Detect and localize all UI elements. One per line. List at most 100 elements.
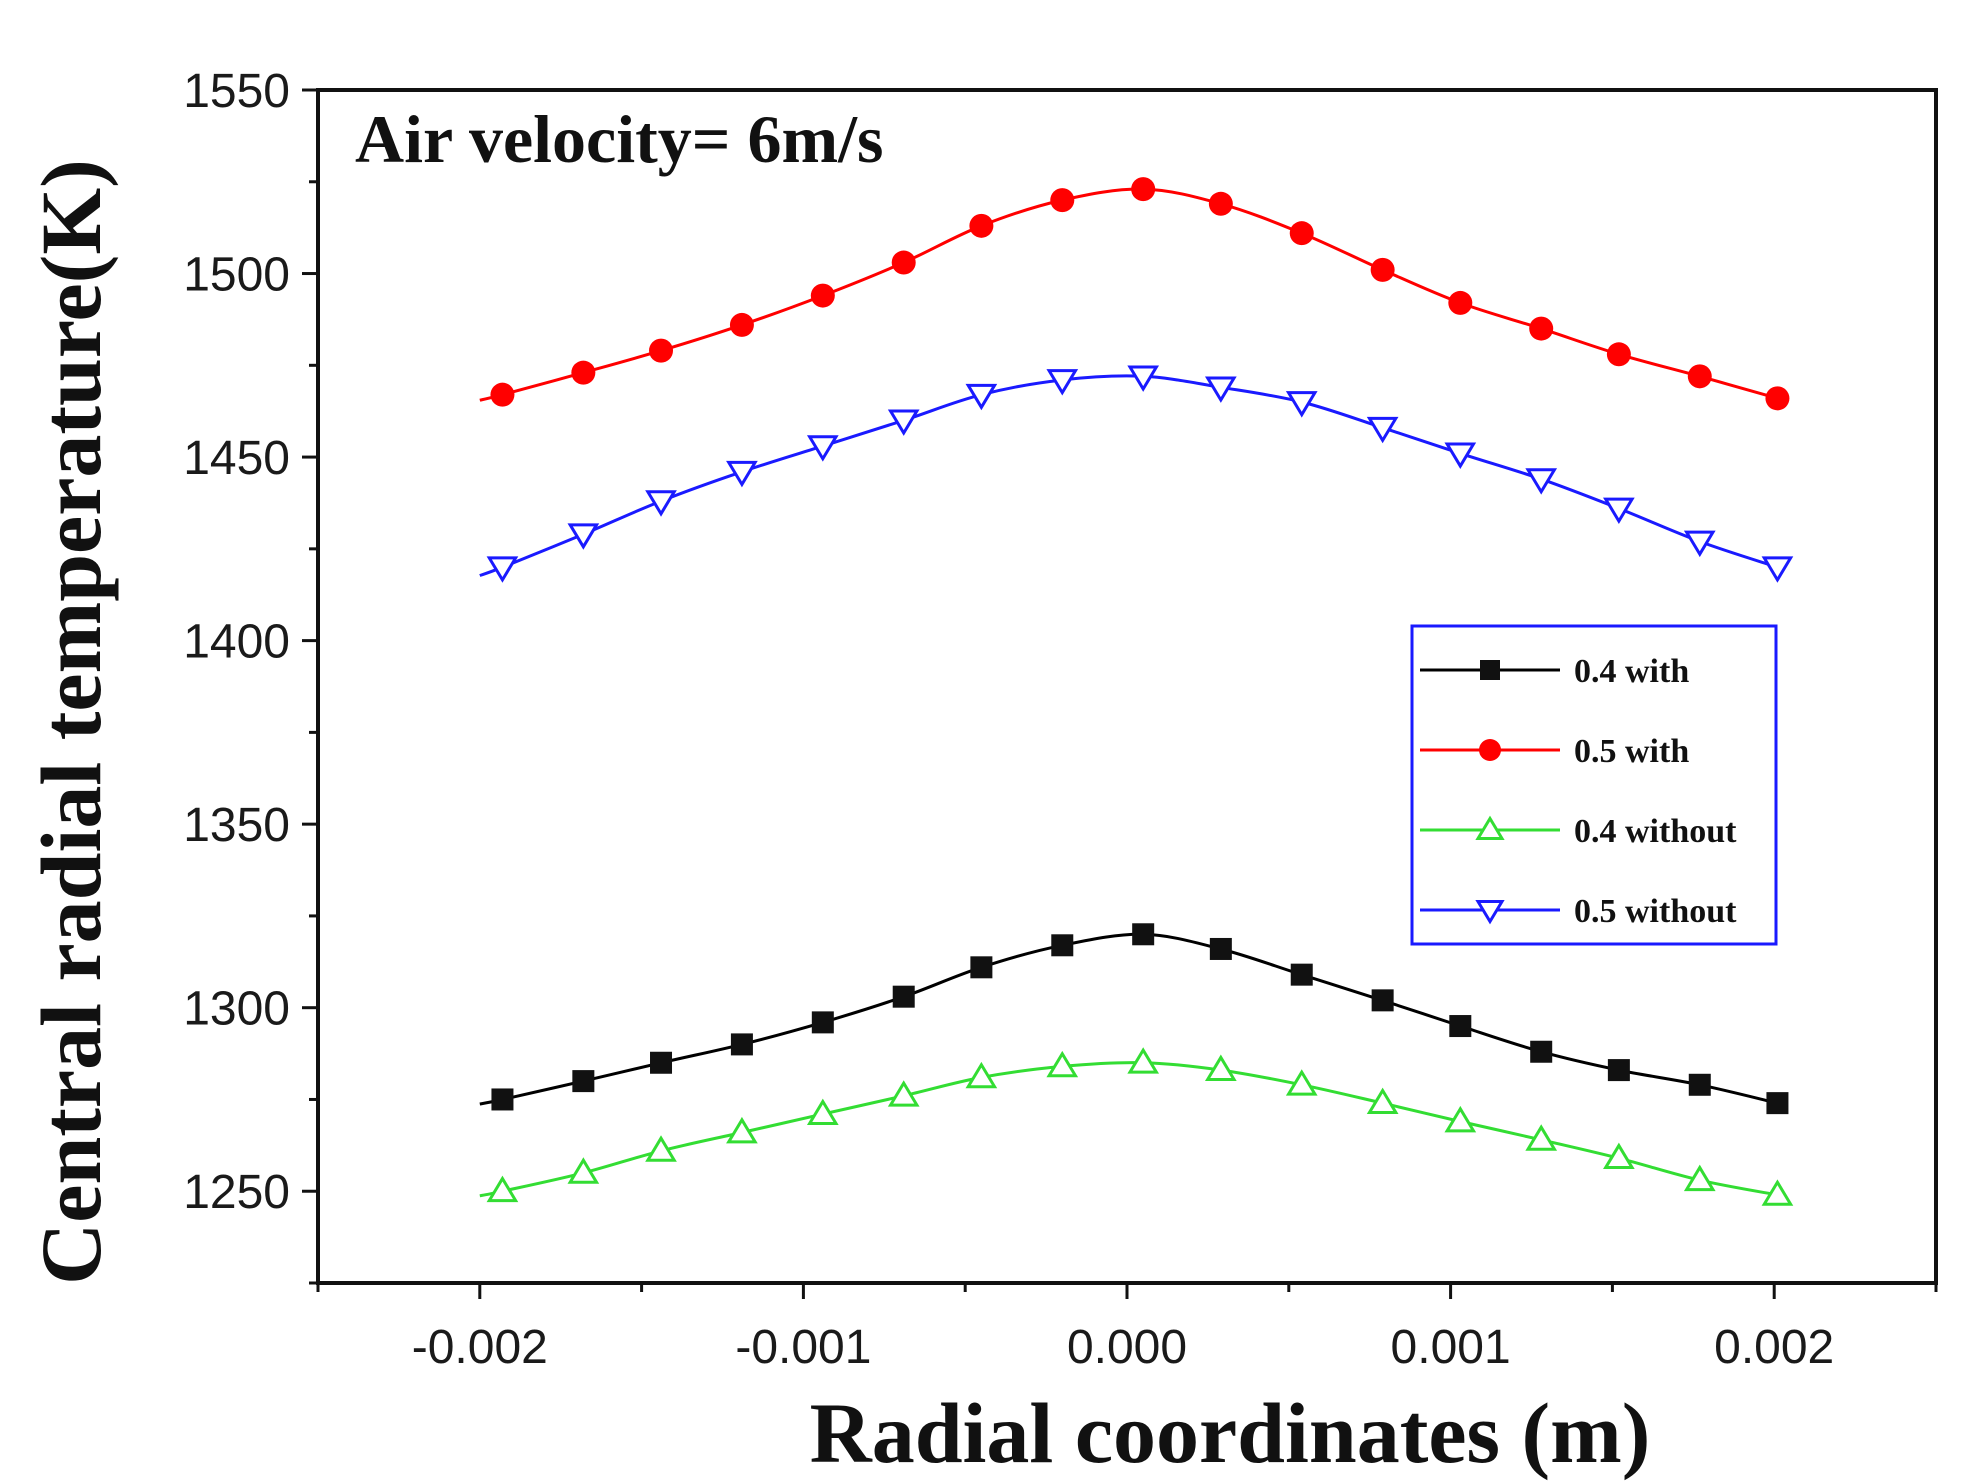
legend-item: 0.4 with — [1420, 653, 1689, 690]
data-point — [730, 1033, 753, 1056]
axes: 1250 1300 1350 1400 1450 1500 1550 -0.002 -0.001… — [183, 65, 1938, 1374]
legend-box — [1410, 624, 1778, 946]
data-point — [486, 1175, 519, 1203]
data-point — [1289, 221, 1314, 246]
data-point — [567, 1157, 600, 1184]
data-point — [806, 435, 839, 462]
data-point — [1127, 365, 1160, 392]
x-tick-label: -0.002 — [412, 1321, 548, 1374]
data-point — [567, 523, 600, 550]
data-point — [892, 985, 915, 1008]
legend-item: 0.5 without — [1420, 893, 1737, 930]
data-point — [649, 338, 674, 363]
data-point — [810, 283, 835, 308]
y-tick-label: 1300 — [183, 983, 290, 1036]
data-point — [970, 956, 993, 979]
data-point — [571, 360, 596, 385]
data-point — [1687, 364, 1712, 389]
y-axis-title: Central radial temperature(K) — [23, 159, 119, 1285]
series-0.5-with — [479, 177, 1790, 411]
data-point — [1046, 369, 1079, 396]
x-axis-title: Radial coordinates (m) — [810, 1385, 1651, 1481]
y-tick-label: 1550 — [183, 65, 290, 118]
data-point — [1603, 497, 1635, 525]
data-point — [1529, 316, 1554, 341]
data-point — [1444, 1105, 1477, 1133]
data-point — [645, 490, 677, 517]
data-point — [1131, 177, 1156, 202]
legend-marker — [1475, 815, 1505, 840]
y-tick-label: 1350 — [183, 799, 290, 852]
data-point — [1607, 1059, 1630, 1082]
legend-label: 0.5 without — [1574, 893, 1737, 930]
data-point — [1688, 1073, 1711, 1096]
data-point — [1204, 376, 1237, 403]
data-point — [1761, 1179, 1794, 1206]
data-point — [645, 1135, 677, 1162]
legend-label: 0.4 without — [1574, 813, 1737, 850]
data-point — [1204, 1054, 1237, 1081]
legend-item: 0.4 without — [1420, 813, 1737, 850]
series-line — [479, 1061, 1778, 1198]
y-tick-label: 1250 — [183, 1166, 290, 1219]
series-line — [479, 374, 1778, 577]
data-point — [891, 250, 916, 275]
data-point — [491, 1088, 514, 1111]
data-point — [1051, 934, 1074, 957]
data-point — [1132, 923, 1155, 946]
data-point — [1366, 1087, 1399, 1114]
data-point — [572, 1070, 595, 1093]
data-point — [965, 1061, 998, 1089]
data-point — [1050, 188, 1075, 213]
data-point — [1371, 989, 1394, 1012]
series-line — [479, 932, 1778, 1106]
data-point — [726, 1116, 758, 1144]
legend-label: 0.5 with — [1574, 733, 1689, 770]
data-point — [806, 1098, 839, 1125]
series-0.4-without — [479, 1047, 1794, 1206]
data-point — [1444, 442, 1477, 469]
y-tick-label: 1500 — [183, 249, 290, 302]
data-point — [1766, 1092, 1789, 1115]
data-point — [1603, 1142, 1635, 1170]
legend-marker — [1475, 900, 1505, 925]
data-point — [1525, 1124, 1558, 1151]
x-tick-label: 0.000 — [1067, 1321, 1187, 1374]
data-point — [1683, 530, 1716, 558]
series-layer — [479, 177, 1794, 1206]
annotation-text: Air velocity= 6m/s — [355, 101, 884, 177]
data-point — [726, 460, 758, 488]
data-point — [1449, 1015, 1472, 1038]
data-point — [965, 383, 998, 411]
x-tick-label: -0.001 — [735, 1321, 871, 1374]
legend-marker — [1479, 739, 1501, 761]
data-point — [887, 1080, 920, 1107]
data-point — [1127, 1047, 1160, 1074]
series-line — [479, 187, 1778, 402]
data-point — [1209, 937, 1232, 960]
data-point — [1765, 386, 1790, 411]
data-point — [1290, 963, 1313, 986]
data-point — [1683, 1164, 1716, 1192]
data-point — [1448, 290, 1473, 315]
data-point — [811, 1011, 834, 1034]
data-point — [486, 556, 519, 583]
data-point — [490, 382, 515, 407]
data-point — [729, 312, 754, 337]
legend-marker — [1480, 660, 1500, 680]
data-point — [1525, 468, 1558, 495]
data-point — [1285, 1069, 1318, 1096]
y-tick-label: 1400 — [183, 616, 290, 669]
y-tick-label: 1450 — [183, 432, 290, 485]
data-point — [969, 213, 994, 238]
x-tick-label: 0.002 — [1714, 1321, 1834, 1374]
data-point — [1761, 556, 1794, 583]
legend: 0.4 with 0.5 with 0.4 without 0.5 without — [1410, 624, 1778, 946]
series-0.5-without — [479, 365, 1794, 583]
data-point — [887, 409, 920, 436]
data-point — [650, 1051, 673, 1074]
data-point — [1046, 1050, 1079, 1078]
data-point — [1370, 257, 1395, 282]
legend-item: 0.5 with — [1420, 733, 1689, 770]
